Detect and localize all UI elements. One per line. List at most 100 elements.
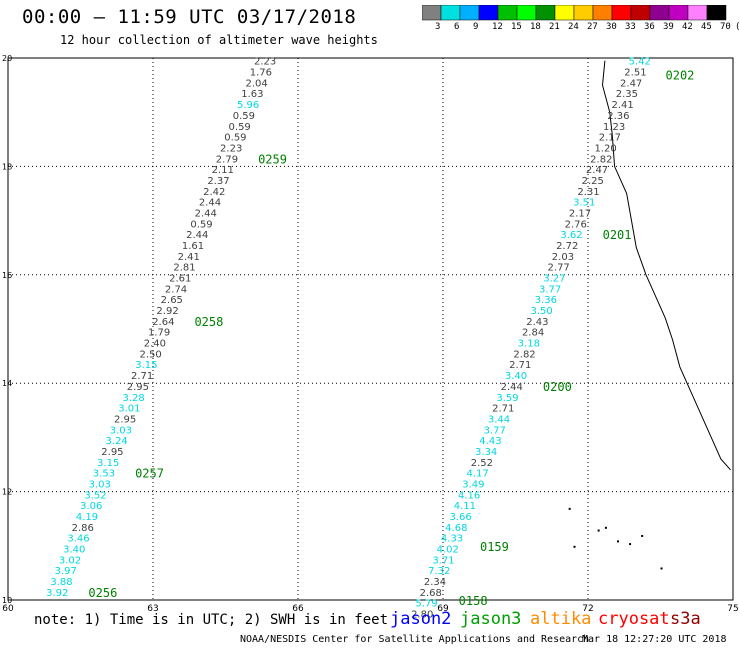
wave-height-value: 3.50 xyxy=(530,306,552,317)
colorbar-label: 6 xyxy=(454,22,460,32)
wave-height-value: 4.43 xyxy=(479,436,501,447)
colorbar-label: 18 xyxy=(530,22,541,32)
wave-height-value: 2.36 xyxy=(607,111,629,122)
wave-height-value: 2.31 xyxy=(577,187,599,198)
island xyxy=(604,526,607,529)
wave-height-value: 3.40 xyxy=(63,545,85,556)
wave-height-value: 3.77 xyxy=(539,284,561,295)
wave-height-value: 3.24 xyxy=(106,436,128,447)
wave-height-value: 0.59 xyxy=(233,111,255,122)
wave-height-value: 2.74 xyxy=(165,284,187,295)
colorbar-label: 33 xyxy=(625,22,636,32)
wave-height-value: 3.97 xyxy=(55,566,77,577)
wave-height-value: 3.02 xyxy=(59,555,81,566)
legend-item-s3a: s3a xyxy=(670,609,701,629)
wave-height-value: 2.92 xyxy=(156,306,178,317)
colorbar-label: 39 xyxy=(663,22,674,32)
island xyxy=(660,567,663,570)
wave-height-value: 4.33 xyxy=(441,534,463,545)
wave-height-value: 3.52 xyxy=(84,490,106,501)
wave-height-value: 1.76 xyxy=(250,68,272,79)
wave-height-value: 3.03 xyxy=(110,425,132,436)
wave-height-value: 2.71 xyxy=(509,360,531,371)
y-tick-label: 20 xyxy=(2,54,12,63)
x-tick-label: 69 xyxy=(437,604,449,614)
wave-height-value: 4.11 xyxy=(454,501,476,512)
wave-height-value: 2.37 xyxy=(207,176,229,187)
wave-height-value: 2.71 xyxy=(131,371,153,382)
wave-height-value: 2.11 xyxy=(212,165,234,176)
wave-height-value: 2.72 xyxy=(556,241,578,252)
wave-height-value: 3.01 xyxy=(118,404,140,415)
legend-item-jason2: jason2 xyxy=(390,609,452,629)
wave-height-value: 7.32 xyxy=(428,566,450,577)
wave-height-value: 4.19 xyxy=(76,512,98,523)
colorbar-label: 21 xyxy=(549,22,560,32)
colorbar-label: 36 xyxy=(644,22,655,32)
colorbar-label: 27 xyxy=(587,22,598,32)
wave-height-value: 2.34 xyxy=(424,577,446,588)
wave-height-value: 2.81 xyxy=(173,263,195,274)
map-subtitle: 12 hour collection of altimeter wave hei… xyxy=(60,33,378,47)
wave-height-value: 2.86 xyxy=(72,523,94,534)
pass-time-label: 0257 xyxy=(135,467,164,481)
wave-height-value: 2.40 xyxy=(144,339,166,350)
wave-height-value: 2.76 xyxy=(565,219,587,230)
wave-height-value: 2.77 xyxy=(548,263,570,274)
colorbar-label: (ft) xyxy=(735,22,740,32)
wave-height-value: 5.96 xyxy=(237,100,259,111)
wave-height-value: 4.16 xyxy=(458,490,480,501)
wave-height-value: 3.92 xyxy=(46,588,68,599)
colorbar-label: 24 xyxy=(568,22,579,32)
wave-height-value: 2.71 xyxy=(492,404,514,415)
wave-height-value: 3.59 xyxy=(496,393,518,404)
x-tick-label: 75 xyxy=(727,604,738,614)
wave-height-value: 1.20 xyxy=(594,143,616,154)
y-tick-label: 16 xyxy=(2,271,12,280)
wave-height-value: 3.06 xyxy=(80,501,102,512)
wave-height-value: 3.15 xyxy=(97,458,119,469)
colorbar-label: 70 xyxy=(720,22,731,32)
wave-height-value: 2.50 xyxy=(139,349,161,360)
wave-height-value: 2.80 xyxy=(411,610,433,621)
wave-height-value: 2.95 xyxy=(101,447,123,458)
island xyxy=(629,543,632,546)
wave-height-value: 2.82 xyxy=(590,154,612,165)
wave-height-value: 2.95 xyxy=(127,382,149,393)
pass-time-label: 0201 xyxy=(603,228,632,242)
colorbar-label: 15 xyxy=(511,22,522,32)
wave-height-value: 2.64 xyxy=(152,317,174,328)
wave-height-value: 0.59 xyxy=(190,219,212,230)
wave-height-value: 3.46 xyxy=(67,534,89,545)
y-tick-label: 14 xyxy=(2,379,12,388)
plot-frame xyxy=(7,57,734,601)
wave-height-value: 3.36 xyxy=(535,295,557,306)
wave-height-value: 1.79 xyxy=(148,328,170,339)
x-tick-label: 63 xyxy=(147,604,158,614)
coastline xyxy=(601,60,731,471)
wave-height-value: 2.35 xyxy=(616,89,638,100)
island xyxy=(568,507,571,510)
wave-height-value: 4.02 xyxy=(437,545,459,556)
wave-height-value: 2.17 xyxy=(569,208,591,219)
wave-height-value: 3.77 xyxy=(484,425,506,436)
island xyxy=(617,540,619,543)
colorbar-label: 3 xyxy=(435,22,441,32)
wave-height-value: 3.15 xyxy=(135,360,157,371)
pass-time-label: 0256 xyxy=(88,586,117,600)
wave-height-value: 1.23 xyxy=(603,122,625,133)
map-title: 00:00 – 11:59 UTC 03/17/2018 xyxy=(22,6,357,28)
x-tick-label: 60 xyxy=(2,604,14,614)
wave-height-value: 3.53 xyxy=(93,469,115,480)
wave-height-value: 2.65 xyxy=(161,295,183,306)
wave-height-value: 0.59 xyxy=(229,122,251,133)
island xyxy=(573,545,576,548)
x-tick-label: 72 xyxy=(582,604,593,614)
wave-height-value: 2.47 xyxy=(620,78,642,89)
wave-height-value: 3.44 xyxy=(488,414,510,425)
colorbar-label: 30 xyxy=(606,22,617,32)
wave-height-value: 2.42 xyxy=(203,187,225,198)
pass-time-label: 0200 xyxy=(543,380,572,394)
